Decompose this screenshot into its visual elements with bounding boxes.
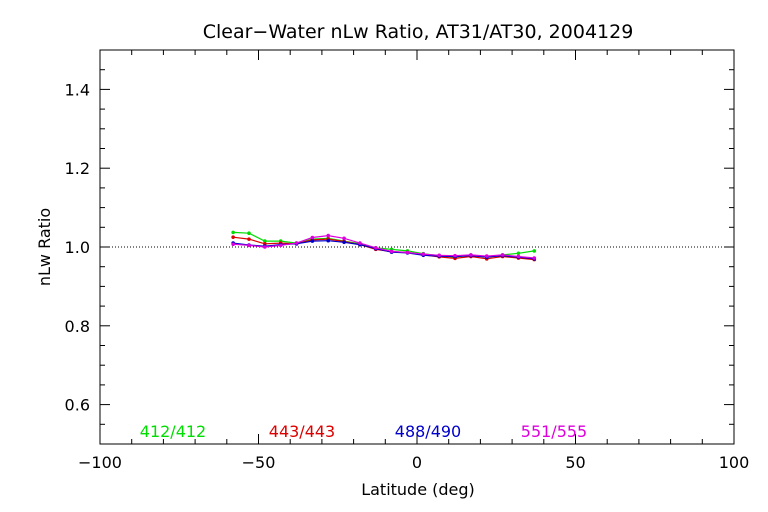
data-point xyxy=(263,245,267,249)
data-point xyxy=(453,253,457,258)
data-point xyxy=(516,254,521,259)
data-point xyxy=(278,243,283,248)
y-axis-label: nLw Ratio xyxy=(35,208,54,286)
data-point xyxy=(532,249,537,253)
axis-ticks: −100 −50 0 50 100 0.6 0.8 1.0 1.2 1.4 xyxy=(65,49,750,472)
x-tick-label: 50 xyxy=(565,453,585,472)
data-point xyxy=(484,254,489,258)
y-tick-label: 1.2 xyxy=(65,159,90,178)
data-point xyxy=(342,236,346,241)
legend-item: 551/555 xyxy=(521,422,587,441)
data-point xyxy=(231,242,235,247)
x-axis-label: Latitude (deg) xyxy=(361,480,475,499)
y-tick-label: 1.4 xyxy=(65,80,90,99)
data-point xyxy=(294,241,299,245)
data-point xyxy=(326,233,331,238)
data-point xyxy=(231,235,235,239)
data-point xyxy=(516,251,521,256)
data-point xyxy=(310,239,315,243)
data-point xyxy=(405,250,410,255)
legend-item: 488/490 xyxy=(395,422,461,441)
data-point xyxy=(263,239,267,243)
y-tick-label: 0.8 xyxy=(65,317,90,336)
data-point xyxy=(469,253,473,257)
legend-item: 443/443 xyxy=(269,422,335,441)
data-point xyxy=(247,243,251,248)
data-point xyxy=(247,231,251,236)
series-line xyxy=(233,234,535,259)
data-point xyxy=(437,253,441,258)
x-tick-label: 0 xyxy=(412,453,422,472)
data-point xyxy=(532,256,537,260)
legend: 412/412 443/443 488/490 551/555 xyxy=(140,422,587,441)
chart-title: Clear−Water nLw Ratio, AT31/AT30, 200412… xyxy=(203,21,634,43)
x-tick-label: −100 xyxy=(78,453,122,472)
data-point xyxy=(373,245,378,250)
x-tick-label: −50 xyxy=(242,453,276,472)
data-point xyxy=(342,240,346,245)
data-point xyxy=(231,230,235,235)
data-point xyxy=(326,238,331,243)
y-tick-label: 0.6 xyxy=(65,396,90,415)
data-point xyxy=(389,249,394,254)
plot-frame xyxy=(99,49,735,445)
data-point xyxy=(310,235,315,240)
legend-item: 412/412 xyxy=(140,422,206,441)
y-tick-label: 1.0 xyxy=(65,238,90,257)
x-tick-label: 100 xyxy=(719,453,750,472)
data-point xyxy=(500,253,505,257)
data-point xyxy=(358,241,362,245)
data-point xyxy=(421,252,426,256)
series-4 xyxy=(231,233,537,260)
data-point xyxy=(247,237,251,241)
series-group xyxy=(231,230,537,262)
